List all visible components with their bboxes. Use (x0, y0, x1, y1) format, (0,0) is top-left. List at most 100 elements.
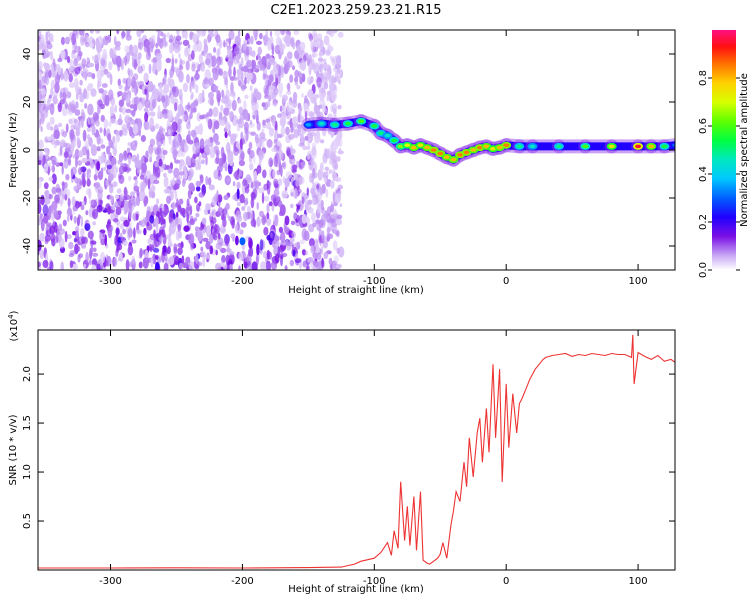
noise-speckle (292, 99, 298, 108)
noise-speckle (186, 211, 189, 224)
noise-speckle (92, 252, 99, 257)
noise-speckle (96, 263, 101, 270)
noise-speckle (86, 178, 91, 187)
noise-speckle (198, 93, 203, 104)
noise-speckle (236, 201, 241, 207)
noise-speckle (232, 194, 238, 201)
noise-speckle (71, 166, 77, 176)
noise-speckle (70, 124, 77, 130)
noise-speckle (64, 37, 70, 44)
noise-speckle (61, 164, 64, 175)
noise-speckle (105, 36, 109, 41)
noise-speckle (282, 94, 288, 102)
noise-speckle (190, 241, 194, 251)
noise-speckle (43, 53, 50, 58)
noise-speckle (40, 219, 45, 232)
noise-speckle (184, 30, 188, 40)
noise-speckle (250, 131, 256, 136)
noise-speckle (218, 245, 222, 251)
noise-speckle (199, 30, 205, 38)
noise-speckle (155, 255, 159, 260)
noise-speckle (120, 223, 125, 230)
noise-speckle (175, 35, 182, 42)
noise-speckle (266, 249, 270, 260)
noise-speckle (259, 32, 263, 40)
noise-speckle (216, 49, 221, 57)
noise-speckle (314, 133, 321, 144)
noise-speckle (177, 204, 182, 213)
noise-speckle (178, 52, 181, 59)
noise-speckle (65, 123, 69, 133)
noise-speckle (221, 89, 224, 98)
noise-speckle (196, 203, 200, 212)
noise-speckle (114, 104, 117, 113)
ridge-core (318, 121, 325, 126)
noise-speckle (189, 81, 192, 93)
noise-speckle (50, 80, 55, 89)
noise-speckle (78, 150, 83, 158)
noise-speckle (92, 247, 97, 253)
noise-speckle (117, 200, 122, 206)
noise-speckle (335, 263, 342, 269)
noise-speckle (280, 30, 285, 36)
noise-speckle (114, 45, 121, 51)
noise-speckle (97, 79, 100, 90)
noise-speckle (140, 156, 145, 164)
noise-speckle (215, 89, 220, 94)
noise-speckle (91, 123, 96, 136)
noise-speckle (95, 119, 100, 127)
spectrogram-x-ticks: -300 -200 -100 0 100 (99, 30, 648, 287)
noise-speckle (179, 96, 183, 106)
noise-speckle (241, 206, 246, 211)
noise-speckle (312, 167, 316, 179)
noise-speckle (204, 52, 209, 58)
noise-speckle (64, 181, 68, 189)
noise-speckle (303, 102, 308, 110)
noise-speckle (80, 215, 84, 227)
noise-speckle (99, 199, 104, 205)
noise-speckle (328, 30, 335, 38)
noise-speckle (48, 103, 55, 108)
noise-speckle (141, 162, 148, 174)
noise-speckle (89, 117, 96, 126)
noise-speckle (192, 43, 199, 53)
noise-speckle (274, 253, 280, 264)
noise-speckle (98, 88, 104, 94)
snr-multiplier-label: (x104) (7, 310, 20, 341)
noise-speckle (278, 65, 282, 77)
noise-speckle (321, 257, 324, 268)
noise-speckle (212, 106, 219, 118)
noise-speckle (236, 188, 240, 200)
noise-speckle (145, 51, 151, 61)
noise-speckle (87, 83, 94, 89)
noise-speckle (195, 61, 199, 69)
noise-speckle (259, 239, 264, 251)
noise-speckle (206, 112, 210, 118)
ridge-core (496, 145, 503, 150)
noise-speckle (314, 101, 318, 113)
noise-speckle (42, 154, 46, 165)
noise-speckle (53, 129, 60, 140)
noise-speckle (205, 225, 211, 238)
noise-speckle (194, 196, 198, 204)
noise-speckle (80, 228, 85, 238)
noise-speckle (125, 259, 130, 270)
noise-speckle (213, 193, 219, 203)
noise-speckle (328, 257, 333, 265)
noise-speckle (224, 76, 228, 85)
noise-speckle (38, 178, 42, 189)
noise-speckle (172, 176, 175, 187)
noise-speckle (48, 69, 52, 79)
noise-speckle (130, 110, 136, 116)
noise-speckle (339, 249, 343, 257)
noise-speckle (281, 115, 286, 128)
noise-speckle (162, 245, 167, 254)
snr-y-axis-label: SNR (10 * v/v) (8, 414, 19, 485)
noise-speckle (126, 147, 131, 153)
noise-speckle (254, 133, 259, 144)
noise-speckle (72, 205, 79, 212)
noise-speckle (154, 160, 158, 168)
noise-speckle (238, 265, 241, 270)
noise-speckle (295, 180, 300, 187)
noise-speckle (331, 75, 335, 83)
